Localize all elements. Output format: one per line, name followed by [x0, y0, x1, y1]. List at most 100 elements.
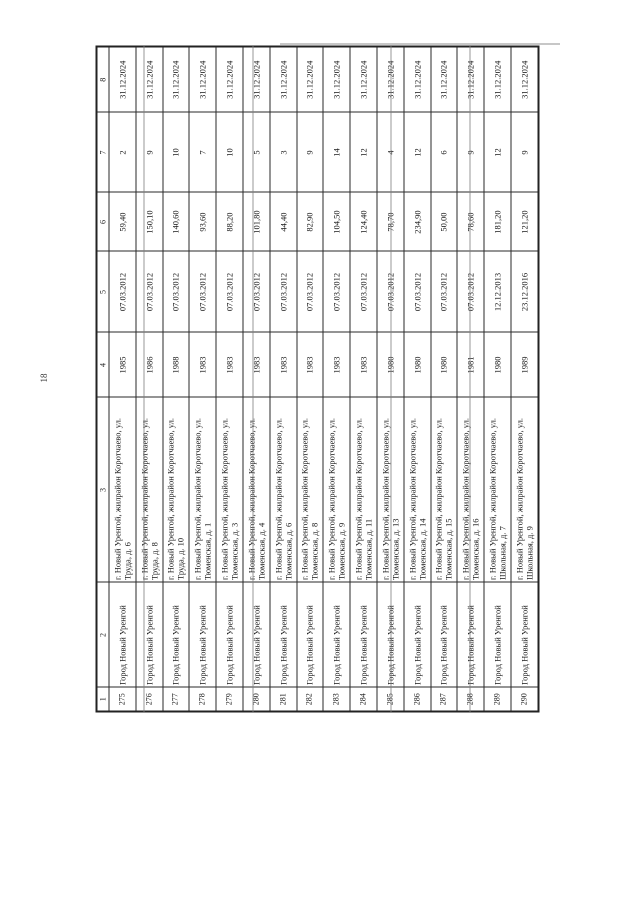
table-cell: 12 — [349, 112, 377, 192]
table-row: 278 Город Новый Уренгой г. Новый Уренгой, … — [188, 46, 216, 711]
table-cell: Город Новый Уренгой — [162, 582, 189, 687]
table-cell: Город Новый Уренгой — [269, 582, 297, 687]
table-row: 285 Город Новый Уренгой г. Новый Уренгой, … — [376, 46, 404, 711]
table-cell: 12 — [403, 112, 431, 192]
table-row: 288 Город Новый Уренгой г. Новый Уренгой, … — [456, 46, 484, 711]
table-cell: 124,40 — [349, 192, 377, 251]
table-cell: 9 — [510, 112, 538, 192]
table-cell: 07.03.2012 — [162, 251, 189, 332]
table-cell: 93,60 — [188, 192, 216, 251]
table-cell: 289 — [483, 687, 511, 711]
table-cell: 31.12.2024 — [215, 46, 243, 112]
table-row: 284 Город Новый Уренгой г. Новый Уренгой, … — [349, 46, 377, 711]
table-cell: 82,90 — [296, 192, 323, 251]
table-cell: 181,20 — [483, 192, 511, 251]
table-cell: 5 — [242, 112, 270, 192]
table-cell: Город Новый Уренгой — [242, 582, 270, 687]
column-header: 6 — [96, 192, 109, 251]
table-cell: 31.12.2024 — [456, 46, 484, 112]
table-cell: 07.03.2012 — [403, 251, 431, 332]
table-cell: 286 — [403, 687, 431, 711]
table-cell: 277 — [162, 687, 189, 711]
table-cell: 140,60 — [162, 192, 189, 251]
table-cell: 07.03.2012 — [215, 251, 243, 332]
table-cell: 285 — [376, 687, 404, 711]
table-cell: 1980 — [376, 332, 404, 397]
table-cell: 1980 — [403, 332, 431, 397]
table-row: 283 Город Новый Уренгой г. Новый Уренгой, … — [322, 46, 350, 711]
table-cell: 101,80 — [242, 192, 270, 251]
table-cell: Город Новый Уренгой — [510, 582, 538, 687]
table-cell: 1989 — [510, 332, 538, 397]
table-cell: 07.03.2012 — [430, 251, 457, 332]
table-cell: Город Новый Уренгой — [188, 582, 216, 687]
table-cell: 78,60 — [456, 192, 484, 251]
table-cell: 31.12.2024 — [108, 46, 136, 112]
table-cell: г. Новый Уренгой, жилрайон Коротчаево, у… — [376, 397, 404, 582]
table-cell: 31.12.2024 — [188, 46, 216, 112]
column-header: 1 — [96, 687, 109, 711]
table-cell: Город Новый Уренгой — [376, 582, 404, 687]
table-row: 282 Город Новый Уренгой г. Новый Уренгой, … — [296, 46, 323, 711]
column-header: 4 — [96, 332, 109, 397]
table-cell: г. Новый Уренгой, жилрайон Коротчаево, у… — [269, 397, 297, 582]
table-cell: 12.12.2013 — [483, 251, 511, 332]
table-cell: 31.12.2024 — [349, 46, 377, 112]
table-cell: 07.03.2012 — [376, 251, 404, 332]
table-cell: 44,40 — [269, 192, 297, 251]
table-row: 275 Город Новый Уренгой г. Новый Уренгой, … — [108, 46, 136, 711]
table-cell: 23.12.2016 — [510, 251, 538, 332]
table-row: 290 Город Новый Уренгой г. Новый Уренгой, … — [510, 46, 538, 711]
table-cell: 1983 — [296, 332, 323, 397]
table-cell: 284 — [349, 687, 377, 711]
table-cell: 1983 — [322, 332, 350, 397]
column-header: 8 — [96, 46, 109, 112]
table-cell: 07.03.2012 — [349, 251, 377, 332]
table-cell: 07.03.2012 — [188, 251, 216, 332]
table-cell: Город Новый Уренгой — [483, 582, 511, 687]
table-cell: Город Новый Уренгой — [403, 582, 431, 687]
table-cell: 12 — [483, 112, 511, 192]
table-cell: 1986 — [135, 332, 163, 397]
table-cell: 78,70 — [376, 192, 404, 251]
table-cell: 31.12.2024 — [430, 46, 457, 112]
table-cell: г. Новый Уренгой, жилрайон Коротчаево, у… — [162, 397, 189, 582]
table-cell: 59,40 — [108, 192, 136, 251]
table-cell: г. Новый Уренгой, жилрайон Коротчаево, у… — [456, 397, 484, 582]
table-cell: 7 — [188, 112, 216, 192]
table-row: 289 Город Новый Уренгой г. Новый Уренгой, … — [483, 46, 511, 711]
table-cell: 88,20 — [215, 192, 243, 251]
table-cell: 31.12.2024 — [162, 46, 189, 112]
table-cell: 07.03.2012 — [108, 251, 136, 332]
table-cell: 234,90 — [403, 192, 431, 251]
table-cell: г. Новый Уренгой, жилрайон Коротчаево, у… — [349, 397, 377, 582]
column-header: 2 — [96, 582, 109, 687]
table-cell: 278 — [188, 687, 216, 711]
table-body: 275 Город Новый Уренгой г. Новый Уренгой, … — [108, 46, 538, 711]
table-row: 279 Город Новый Уренгой г. Новый Уренгой, … — [215, 46, 243, 711]
table-cell: 275 — [108, 687, 136, 711]
table-cell: 290 — [510, 687, 538, 711]
table-cell: 3 — [269, 112, 297, 192]
column-header: 3 — [96, 397, 109, 582]
table-cell: Город Новый Уренгой — [135, 582, 163, 687]
table-cell: 1983 — [188, 332, 216, 397]
table-cell: 279 — [215, 687, 243, 711]
table-cell: 50,00 — [430, 192, 457, 251]
table-cell: 281 — [269, 687, 297, 711]
table-cell: 31.12.2024 — [135, 46, 163, 112]
table-cell: г. Новый Уренгой, жилрайон Коротчаево, у… — [242, 397, 270, 582]
table-cell: 150,10 — [135, 192, 163, 251]
column-header: 5 — [96, 251, 109, 332]
table-cell: 104,50 — [322, 192, 350, 251]
table-cell: 07.03.2012 — [135, 251, 163, 332]
table-cell: 07.03.2012 — [242, 251, 270, 332]
table-cell: Город Новый Уренгой — [349, 582, 377, 687]
table-cell: 31.12.2024 — [296, 46, 323, 112]
table-cell: г. Новый Уренгой, жилрайон Коротчаево, у… — [135, 397, 163, 582]
table-cell: 31.12.2024 — [322, 46, 350, 112]
table-cell: 14 — [322, 112, 350, 192]
